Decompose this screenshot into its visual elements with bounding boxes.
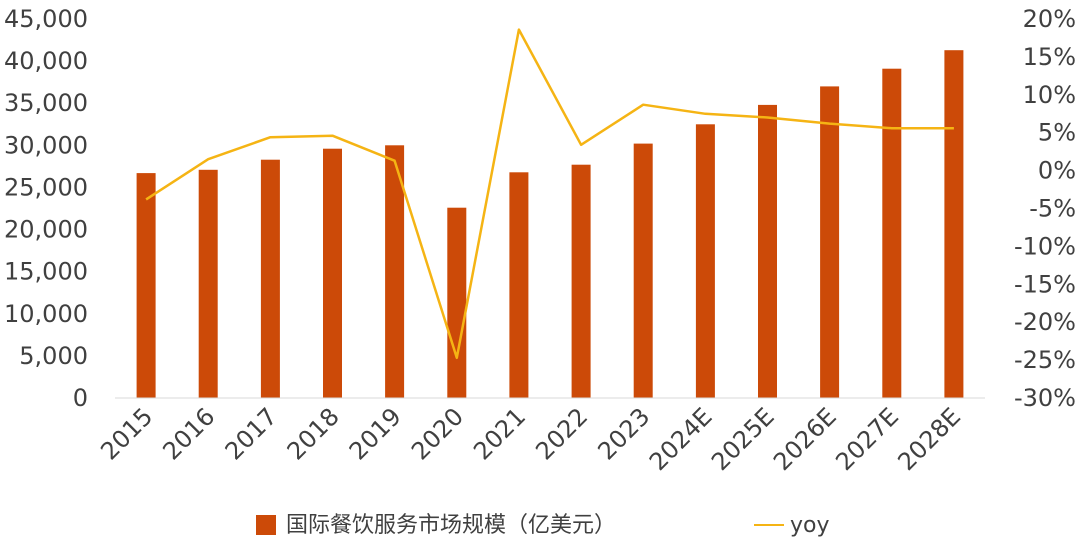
bar-2020: [447, 208, 466, 398]
left-tick-label: 30,000: [4, 131, 88, 159]
left-tick-label: 25,000: [4, 173, 88, 201]
right-tick-label: 5%: [1038, 119, 1076, 147]
legend-bar-label: 国际餐饮服务市场规模（亿美元）: [286, 513, 616, 538]
x-tick-label: 2028E: [892, 402, 966, 476]
x-tick-label: 2015: [95, 402, 158, 465]
right-tick-label: 20%: [1023, 5, 1076, 33]
left-tick-label: 20,000: [4, 216, 88, 244]
bar-2022: [572, 165, 591, 398]
left-tick-label: 15,000: [4, 258, 88, 286]
x-tick-label: 2027E: [830, 402, 904, 476]
x-tick-label: 2022: [530, 402, 593, 465]
x-tick-label: 2019: [344, 402, 407, 465]
left-tick-label: 45,000: [4, 5, 88, 33]
right-tick-label: 0%: [1038, 157, 1076, 185]
x-tick-label: 2025E: [706, 402, 780, 476]
left-tick-label: 40,000: [4, 47, 88, 75]
right-axis-ticks: -30% -25% -20% -15% -10% -5% 0% 5% 10% 15% 20%: [1014, 5, 1076, 412]
bar-2016: [199, 170, 218, 398]
x-tick-label: 2016: [157, 402, 220, 465]
x-tick-label: 2018: [282, 402, 345, 465]
x-tick-label: 2017: [220, 402, 283, 465]
legend: 国际餐饮服务市场规模（亿美元） yoy: [256, 513, 830, 538]
right-tick-label: -20%: [1014, 308, 1076, 336]
right-tick-label: -5%: [1029, 195, 1076, 223]
left-tick-label: 5,000: [19, 342, 88, 370]
legend-bar-swatch: [256, 515, 276, 535]
right-tick-label: 15%: [1023, 43, 1076, 71]
x-tick-label: 2024E: [644, 402, 718, 476]
right-tick-label: -15%: [1014, 270, 1076, 298]
bar-2017: [261, 160, 280, 398]
bar-2028E: [944, 50, 963, 398]
bars-layer: [115, 50, 985, 398]
left-tick-label: 0: [73, 384, 88, 412]
legend-line-label: yoy: [790, 513, 830, 538]
left-axis-ticks: 0 5,000 10,000 15,000 20,000 25,000 30,000 35,0…: [4, 5, 88, 412]
right-tick-label: -30%: [1014, 384, 1076, 412]
bar-2015: [137, 173, 156, 398]
bar-2023: [634, 144, 653, 398]
x-tick-label: 2020: [406, 402, 469, 465]
x-tick-label: 2026E: [768, 402, 842, 476]
left-tick-label: 10,000: [4, 300, 88, 328]
right-tick-label: -25%: [1014, 346, 1076, 374]
right-tick-label: -10%: [1014, 232, 1076, 260]
x-tick-label: 2021: [468, 402, 531, 465]
bar-2027E: [882, 69, 901, 398]
bar-2024E: [696, 124, 715, 398]
bar-2025E: [758, 105, 777, 398]
bar-2021: [509, 172, 528, 398]
right-tick-label: 10%: [1023, 81, 1076, 109]
left-tick-label: 35,000: [4, 89, 88, 117]
bar-2026E: [820, 86, 839, 398]
bar-2018: [323, 149, 342, 398]
